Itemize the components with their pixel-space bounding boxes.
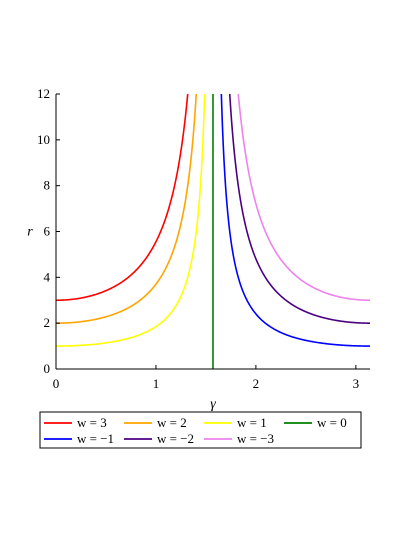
legend-label-0: w = 3: [77, 415, 107, 430]
series-line-0: [56, 93, 189, 302]
x-tick-label-0: 0: [53, 376, 60, 391]
series-line-2: [56, 93, 206, 347]
legend-box: [39, 411, 362, 449]
y-tick-label-4: 8: [44, 178, 51, 193]
y-tick-label-1: 2: [44, 315, 51, 330]
series-line-6: [237, 93, 370, 302]
legend-label-2: w = 1: [237, 415, 267, 430]
y-ticks: 0 2 4 6 8 10 12: [37, 86, 60, 376]
series-line-5: [228, 93, 370, 324]
legend-label-3: w = 0: [317, 415, 347, 430]
x-tick-label-1: 1: [153, 376, 160, 391]
legend-label-5: w = −2: [157, 431, 194, 446]
y-tick-label-6: 12: [37, 86, 50, 101]
x-tick-label-3: 3: [353, 376, 360, 391]
legend-label-1: w = 2: [157, 415, 187, 430]
series-line-4: [220, 93, 370, 347]
plot-lines: [56, 93, 370, 369]
y-tick-label-3: 6: [44, 224, 51, 239]
x-tick-label-2: 2: [253, 376, 260, 391]
legend-label-6: w = −3: [237, 431, 274, 446]
y-axis-label: r: [27, 225, 33, 240]
series-line-1: [56, 93, 198, 324]
legend-label-4: w = −1: [77, 431, 114, 446]
y-tick-label-5: 10: [37, 132, 50, 147]
x-ticks: 0 1 2 3: [53, 365, 359, 391]
legend: w = 3 w = 2 w = 1 w = 0 w = −1 w = −2 w = −3: [39, 411, 362, 449]
y-tick-label-0: 0: [44, 361, 51, 376]
y-tick-label-2: 4: [44, 269, 51, 284]
x-axis-label: γ: [210, 397, 216, 412]
